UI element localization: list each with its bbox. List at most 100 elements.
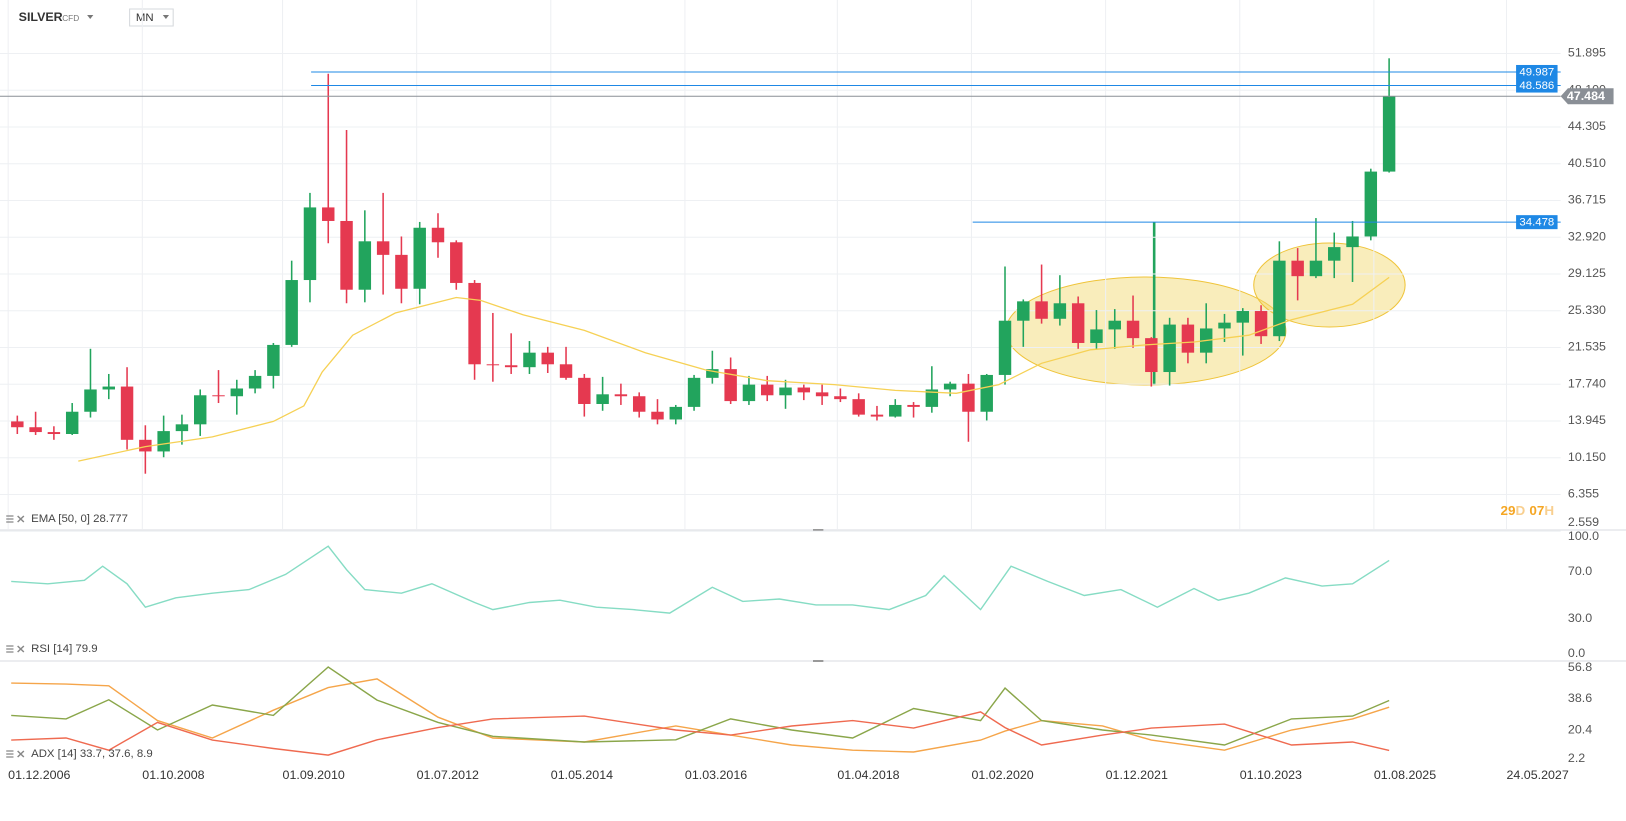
y-tick-label: 0.0 <box>1568 646 1585 660</box>
y-tick-label: 70.0 <box>1568 564 1592 578</box>
candle-body <box>541 352 554 365</box>
candle-body <box>1181 324 1195 353</box>
candle-body <box>1090 329 1103 343</box>
market: CFD <box>62 14 79 23</box>
candle-body <box>1145 338 1158 373</box>
candle-body <box>212 395 225 397</box>
indicator-legend: ADX [14] 33.7, 37.6, 8.9 <box>31 748 153 760</box>
candle-body <box>889 404 902 417</box>
candle-body <box>285 280 298 345</box>
level-label: 48.586 <box>1519 80 1554 92</box>
candle-body <box>468 282 481 365</box>
interval-select[interactable] <box>129 8 174 27</box>
candle-body <box>230 388 244 397</box>
candle-body <box>504 365 518 368</box>
candle-body <box>1291 260 1304 277</box>
panel-close-icon <box>17 645 25 653</box>
candle-body <box>632 396 646 412</box>
candle-body <box>11 421 24 428</box>
candle-body <box>358 241 372 290</box>
candle-body <box>47 432 61 435</box>
candle-body <box>431 227 445 243</box>
resize-handle[interactable] <box>813 529 824 531</box>
candle-body <box>1218 322 1231 329</box>
countdown-hours: 07 <box>1529 503 1544 518</box>
candle-body <box>1163 324 1176 373</box>
interval-dropdown[interactable] <box>162 15 170 19</box>
candle-body <box>870 414 884 417</box>
candle-body <box>834 396 847 400</box>
candle-body <box>998 320 1012 375</box>
candle-body <box>1328 247 1341 261</box>
level-label: 34.478 <box>1519 217 1554 229</box>
countdown-unit: H <box>1544 503 1554 518</box>
y-tick-label: 17.740 <box>1568 377 1606 391</box>
y-tick-label: 44.305 <box>1568 119 1606 133</box>
panel-menu-icon <box>6 645 14 653</box>
candle-body <box>669 406 682 420</box>
candle-body <box>450 242 463 283</box>
y-tick-label: 25.330 <box>1568 303 1606 317</box>
resize-handle[interactable] <box>813 660 824 662</box>
candle-body <box>614 394 628 397</box>
candle-body <box>962 383 975 412</box>
indicator-line <box>11 666 1390 746</box>
candle-body <box>157 431 170 452</box>
x-tick-label: 24.05.2027 <box>1506 768 1568 782</box>
candle-body <box>175 424 189 432</box>
symbol-dropdown[interactable] <box>87 15 94 19</box>
last-price-box <box>1560 88 1614 105</box>
candle-body <box>395 254 408 289</box>
symbol[interactable]: SILVER <box>19 10 63 24</box>
last-price-label: 47.484 <box>1567 89 1605 103</box>
level-label: 49.987 <box>1519 67 1554 79</box>
x-tick-label: 01.12.2006 <box>8 768 70 782</box>
x-tick-label: 01.10.2008 <box>142 768 204 782</box>
x-tick-label: 01.03.2016 <box>685 768 747 782</box>
plot-layer: 01.12.2006 01.10.2008 01.09.2010 01.07.2012… <box>0 0 1614 782</box>
candle-body <box>486 364 500 366</box>
indicator-legend: RSI [14] 79.9 <box>31 643 97 655</box>
y-tick-label: 100.0 <box>1568 529 1599 543</box>
y-tick-label: 29.125 <box>1568 266 1606 280</box>
candle-body <box>29 427 42 433</box>
y-tick-label: 2.559 <box>1568 515 1599 529</box>
candle-body <box>376 241 390 255</box>
candle-body <box>578 377 591 404</box>
candle-body <box>1017 301 1030 321</box>
panel-menu-icon <box>6 515 14 523</box>
indicator-line <box>11 545 1390 614</box>
candle-body <box>687 377 701 407</box>
candle-body <box>943 383 957 390</box>
candle-body <box>779 387 792 396</box>
candle-body <box>84 389 97 412</box>
y-tick-label: 38.6 <box>1568 691 1592 705</box>
candle-body <box>1364 171 1378 237</box>
indicator-line <box>11 711 1390 756</box>
candle-body <box>340 220 353 290</box>
x-tick-label: 01.02.2020 <box>971 768 1033 782</box>
countdown-unit: D <box>1516 503 1526 518</box>
x-tick-label: 01.07.2012 <box>417 768 479 782</box>
candle-body <box>797 387 811 393</box>
y-tick-label: 21.535 <box>1568 340 1606 354</box>
candle-body <box>65 411 79 435</box>
candle-body <box>120 386 134 440</box>
candle-body <box>267 344 280 376</box>
y-tick-label: 2.2 <box>1568 751 1585 765</box>
interval[interactable]: MN <box>136 12 154 24</box>
candle-body <box>193 395 207 425</box>
level-label-box <box>1516 78 1558 93</box>
candle-body <box>413 227 426 289</box>
countdown: 29D 07H <box>1501 503 1555 518</box>
y-tick-label: 13.945 <box>1568 413 1606 427</box>
indicator-legend: EMA [50, 0] 28.777 <box>31 513 128 525</box>
candle-body <box>852 399 865 415</box>
candle-body <box>706 369 719 378</box>
y-tick-label: 56.8 <box>1568 660 1592 674</box>
candle-body <box>102 386 115 390</box>
x-tick-label: 01.05.2014 <box>551 768 613 782</box>
candle-body <box>724 369 737 402</box>
